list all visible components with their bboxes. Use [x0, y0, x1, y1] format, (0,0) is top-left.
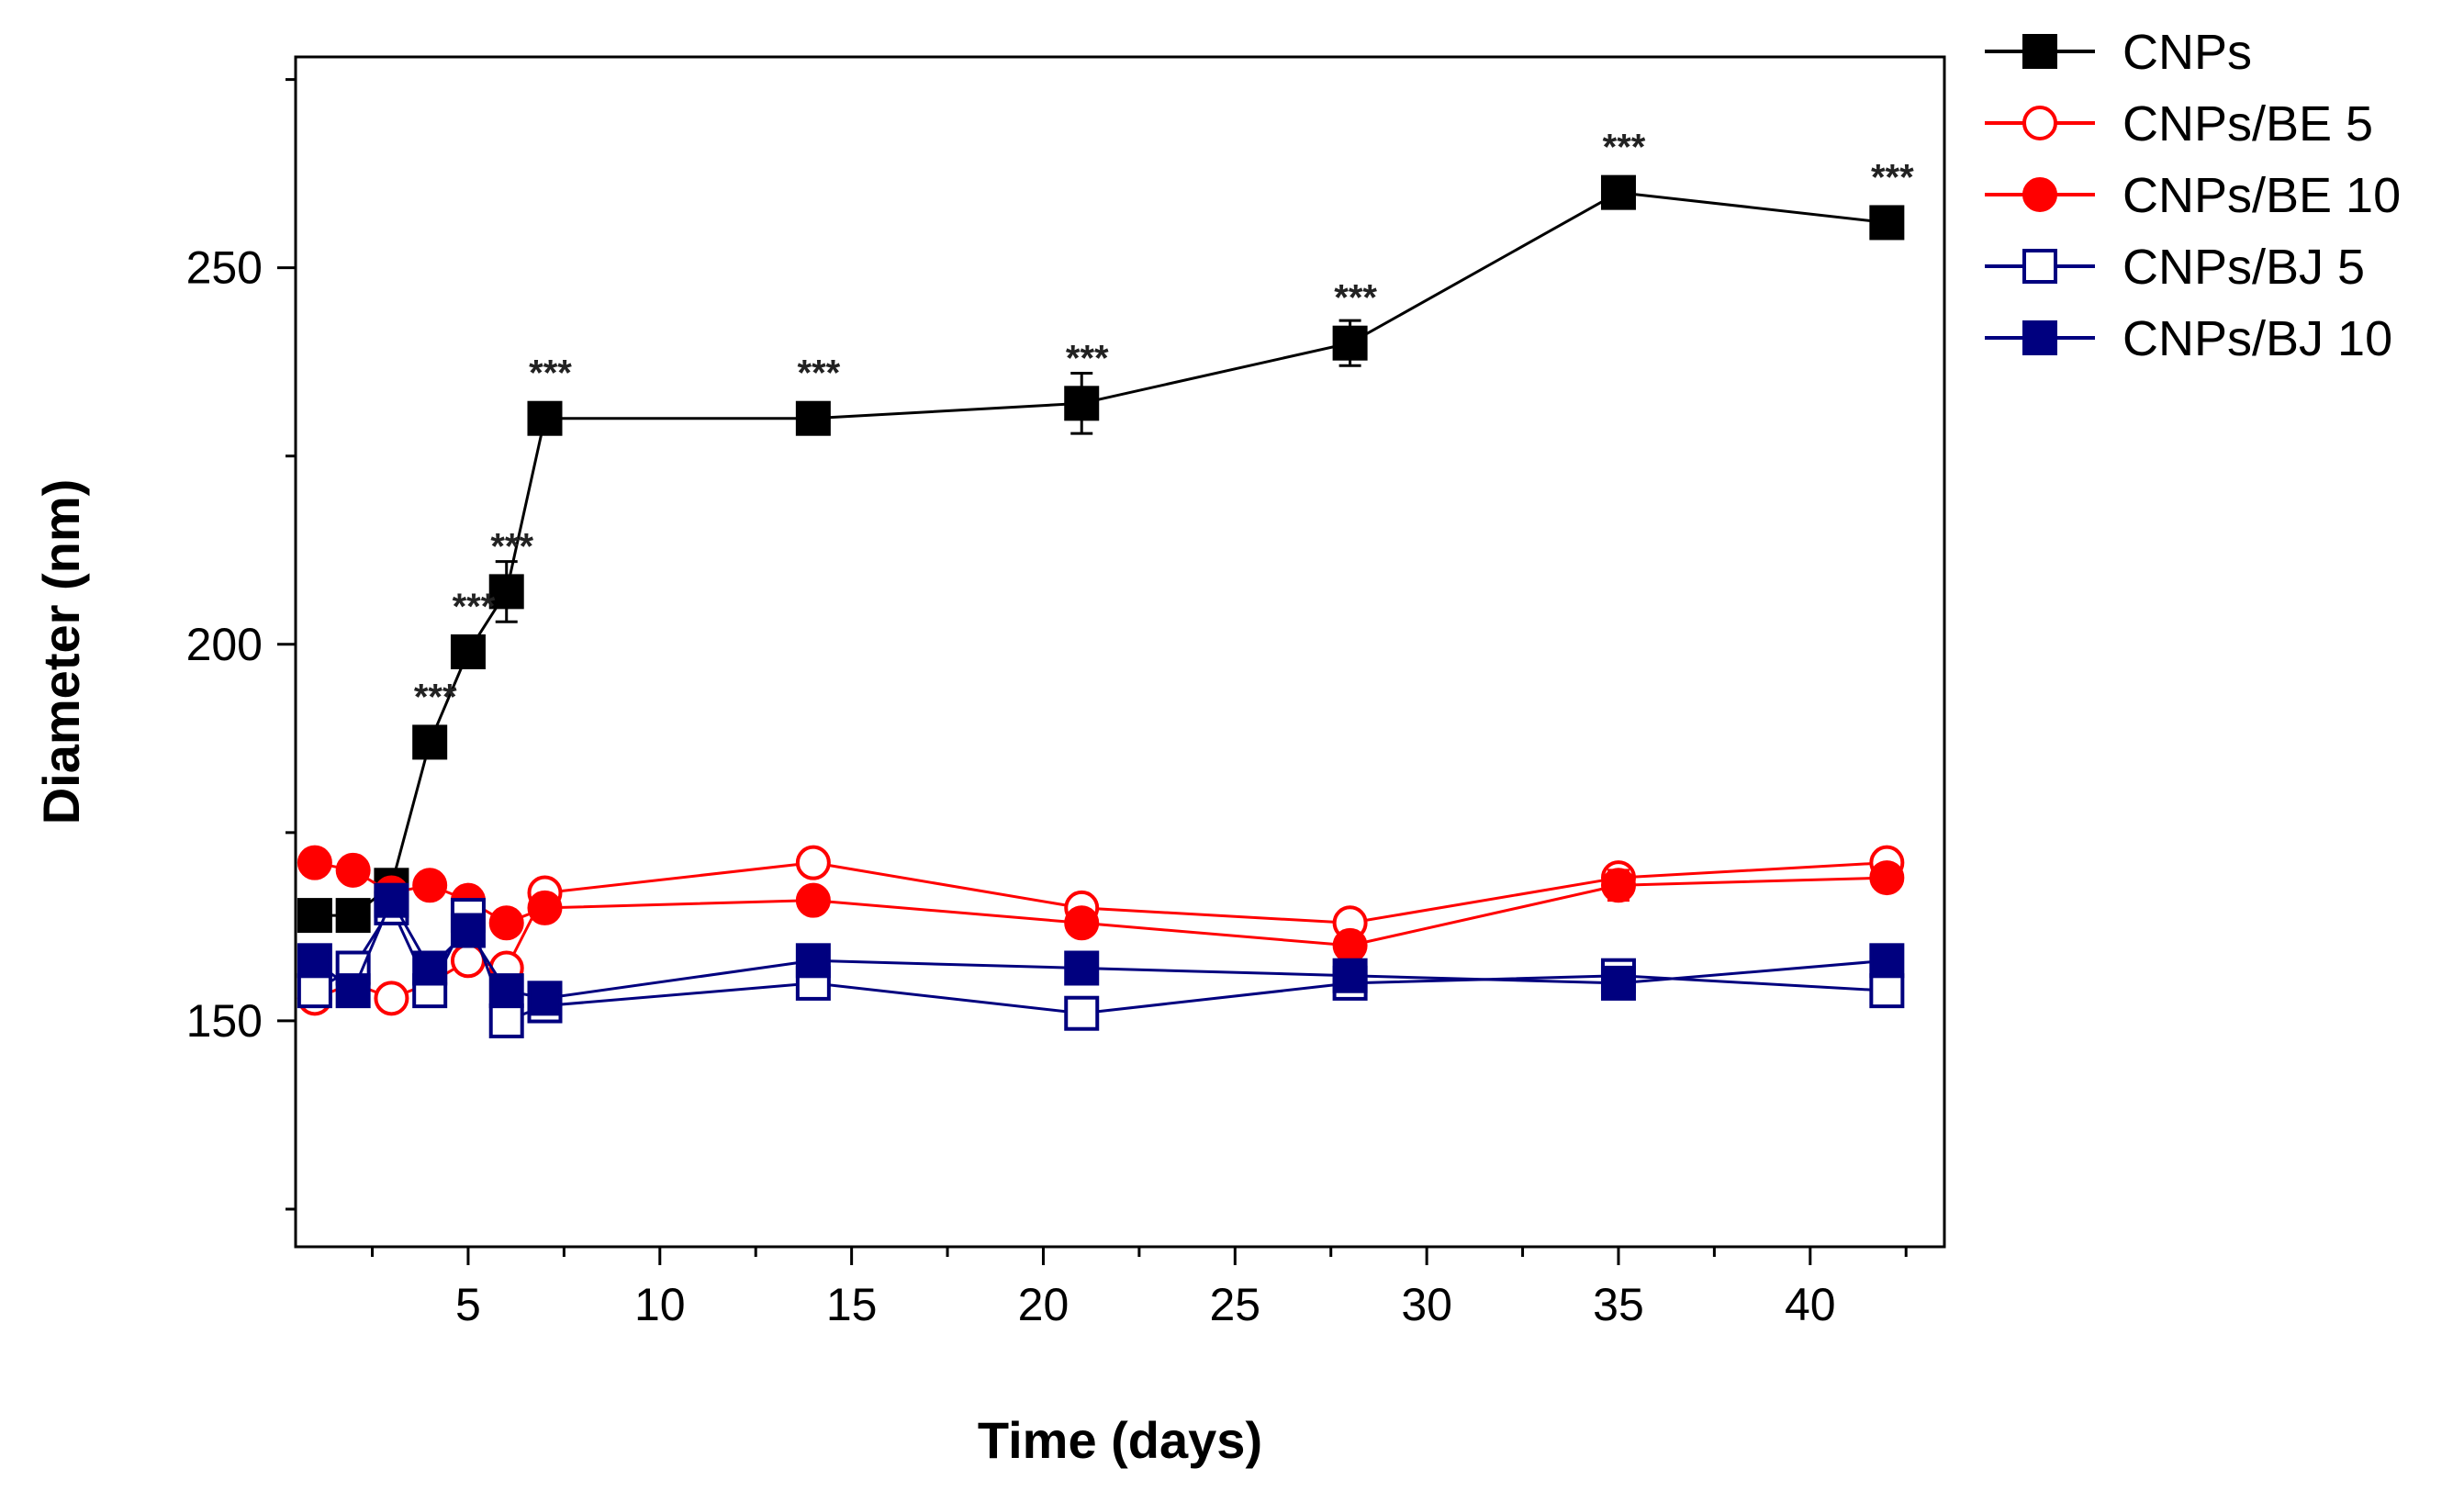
legend-label: CNPs — [2122, 25, 2252, 80]
significance-label: *** — [1066, 338, 1109, 378]
data-point — [412, 724, 448, 760]
legend-marker — [2022, 320, 2057, 355]
data-point — [795, 943, 831, 979]
data-point — [488, 1003, 524, 1038]
legend-label: CNPs/BE 10 — [2122, 168, 2401, 223]
plot-border — [294, 55, 1946, 1249]
data-point — [1869, 860, 1905, 896]
legend-marker — [2022, 106, 2057, 140]
significance-label: *** — [1334, 278, 1377, 319]
data-point — [1869, 943, 1905, 979]
data-point — [450, 913, 486, 948]
y-tick-label: 200 — [186, 619, 263, 670]
data-point — [795, 845, 831, 880]
legend-item: CNPs/BJ 5 — [1985, 240, 2365, 295]
legend-marker — [2022, 34, 2057, 69]
data-point — [374, 882, 409, 918]
y-axis-ticks: 150 200 250 — [186, 78, 296, 1211]
data-point — [412, 950, 448, 986]
data-point — [795, 882, 831, 918]
significance-label: *** — [529, 353, 572, 394]
data-point — [1064, 995, 1100, 1031]
legend-item: CNPs — [1985, 25, 2252, 80]
data-point — [1600, 868, 1636, 903]
significance-label: *** — [798, 353, 841, 394]
data-point — [1064, 386, 1100, 421]
x-tick-label: 10 — [634, 1279, 686, 1330]
legend: CNPs CNPs/BE 5 CNPs/BE 10 CNPs/BJ 5 CNPs/BJ … — [1985, 25, 2401, 366]
data-point — [488, 905, 524, 941]
data-point — [297, 973, 332, 1009]
series-cnps-bj-10 — [297, 882, 1905, 1016]
x-tick-label: 25 — [1209, 1279, 1260, 1330]
data-point — [450, 634, 486, 669]
significance-label: *** — [1603, 128, 1646, 168]
legend-label: CNPs/BJ 5 — [2122, 240, 2365, 295]
legend-item: CNPs/BE 10 — [1985, 168, 2401, 223]
legend-item: CNPs/BJ 10 — [1985, 311, 2392, 366]
significance-annotations: *** *** *** *** *** *** *** *** *** — [414, 128, 1914, 718]
data-point — [488, 973, 524, 1009]
data-point — [488, 574, 524, 610]
data-point — [1600, 965, 1636, 1001]
data-point — [297, 845, 332, 880]
legend-label: CNPs/BE 5 — [2122, 96, 2373, 151]
data-point — [1332, 958, 1368, 993]
data-point — [297, 943, 332, 979]
x-axis-title: Time (days) — [978, 1411, 1262, 1469]
x-tick-label: 35 — [1593, 1279, 1644, 1330]
significance-label: *** — [490, 526, 533, 566]
data-point — [335, 852, 371, 888]
data-point — [1332, 927, 1368, 963]
data-point — [1869, 973, 1905, 1009]
legend-item: CNPs/BE 5 — [1985, 96, 2373, 151]
y-axis-title: Diameter (nm) — [32, 479, 90, 825]
data-point — [1064, 905, 1100, 941]
plot-frame — [294, 55, 1946, 1249]
significance-label: *** — [1871, 157, 1914, 197]
data-point — [374, 981, 409, 1016]
data-point — [795, 400, 831, 436]
x-tick-label: 20 — [1018, 1279, 1070, 1330]
x-tick-label: 30 — [1401, 1279, 1452, 1330]
x-tick-label: 5 — [455, 1279, 481, 1330]
legend-marker — [2022, 249, 2057, 284]
y-tick-label: 150 — [186, 995, 263, 1047]
data-point — [527, 400, 563, 436]
series-cnps — [297, 174, 1905, 934]
x-tick-label: 40 — [1785, 1279, 1836, 1330]
series-layer — [297, 174, 1905, 1038]
axes: 5 10 15 20 25 30 35 40 150 200 250 — [186, 78, 1908, 1330]
data-point — [527, 890, 563, 925]
legend-label: CNPs/BJ 10 — [2122, 311, 2392, 366]
data-point — [1600, 174, 1636, 210]
significance-label: *** — [414, 677, 457, 717]
data-point — [297, 898, 332, 934]
x-tick-label: 15 — [826, 1279, 878, 1330]
data-point — [527, 981, 563, 1016]
data-point — [1332, 325, 1368, 361]
significance-label: *** — [453, 587, 496, 627]
y-tick-label: 250 — [186, 242, 263, 294]
data-point — [335, 898, 371, 934]
data-point — [1869, 205, 1905, 241]
data-point — [335, 973, 371, 1009]
x-axis-ticks: 5 10 15 20 25 30 35 40 — [371, 1247, 1908, 1330]
data-point — [412, 868, 448, 903]
data-point — [1064, 950, 1100, 986]
legend-marker — [2022, 177, 2057, 212]
